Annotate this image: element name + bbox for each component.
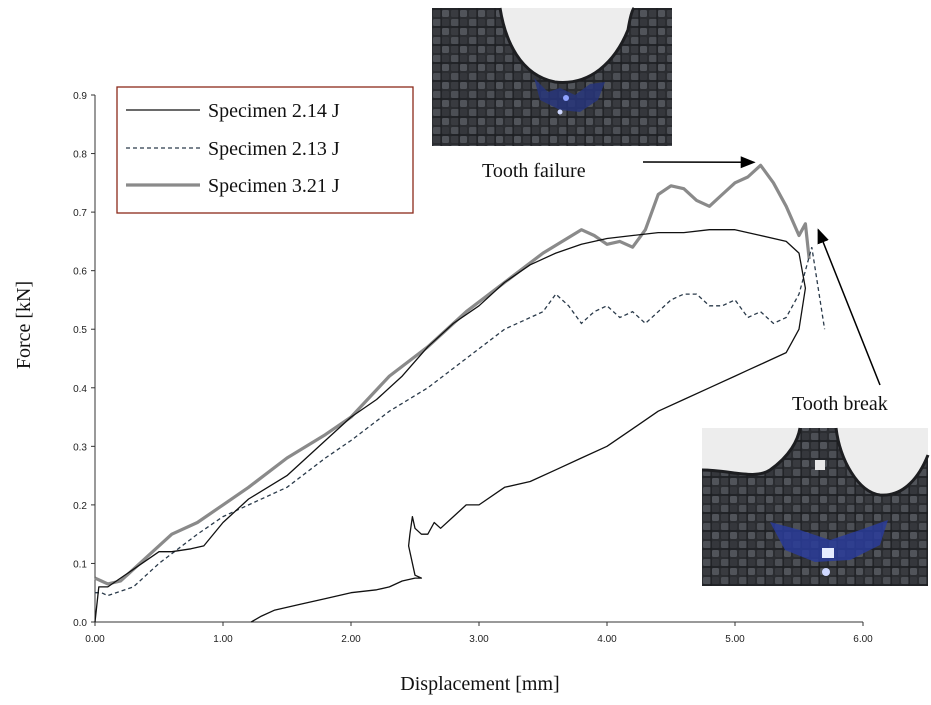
x-tick-label: 1.00 xyxy=(213,634,233,645)
x-tick-label: 4.00 xyxy=(597,634,617,645)
x-tick-label: 0.00 xyxy=(85,634,105,645)
x-tick-label: 3.00 xyxy=(469,634,489,645)
y-tick-label: 0.1 xyxy=(73,559,87,570)
y-tick-label: 0.6 xyxy=(73,267,87,278)
legend: Specimen 2.14 J Specimen 2.13 J Specimen… xyxy=(117,87,413,213)
y-tick-label: 0.8 xyxy=(73,150,87,161)
y-tick-label: 0.0 xyxy=(73,618,87,629)
series-line-specimen-2-14-j xyxy=(95,230,805,622)
x-axis-ticks: 0.00 1.00 2.00 3.00 4.00 5.00 6.00 xyxy=(85,622,873,645)
y-tick-label: 0.7 xyxy=(73,208,87,219)
tooth-break-arrow xyxy=(818,230,880,385)
x-tick-label: 6.00 xyxy=(853,634,873,645)
tooth-break-label: Tooth break xyxy=(792,393,888,415)
y-tick-label: 0.9 xyxy=(73,91,87,102)
x-axis-title: Displacement [mm] xyxy=(400,673,559,695)
y-tick-label: 0.4 xyxy=(73,384,87,395)
tooth-failure-photo xyxy=(432,8,672,146)
legend-label-2-14: Specimen 2.14 J xyxy=(208,100,340,122)
legend-label-3-21: Specimen 3.21 J xyxy=(208,175,340,197)
y-tick-label: 0.5 xyxy=(73,325,87,336)
legend-label-2-13: Specimen 2.13 J xyxy=(208,138,340,160)
tooth-break-photo xyxy=(702,428,928,586)
y-axis-title: Force [kN] xyxy=(13,281,35,369)
annotations: Tooth failure Tooth break xyxy=(482,160,888,415)
x-tick-label: 2.00 xyxy=(341,634,361,645)
y-tick-label: 0.3 xyxy=(73,442,87,453)
y-axis-ticks: 0.0 0.1 0.2 0.3 0.4 0.5 0.6 0.7 0.8 0.9 xyxy=(73,91,95,629)
x-tick-label: 5.00 xyxy=(725,634,745,645)
y-tick-label: 0.2 xyxy=(73,501,87,512)
tooth-failure-label: Tooth failure xyxy=(482,160,586,182)
